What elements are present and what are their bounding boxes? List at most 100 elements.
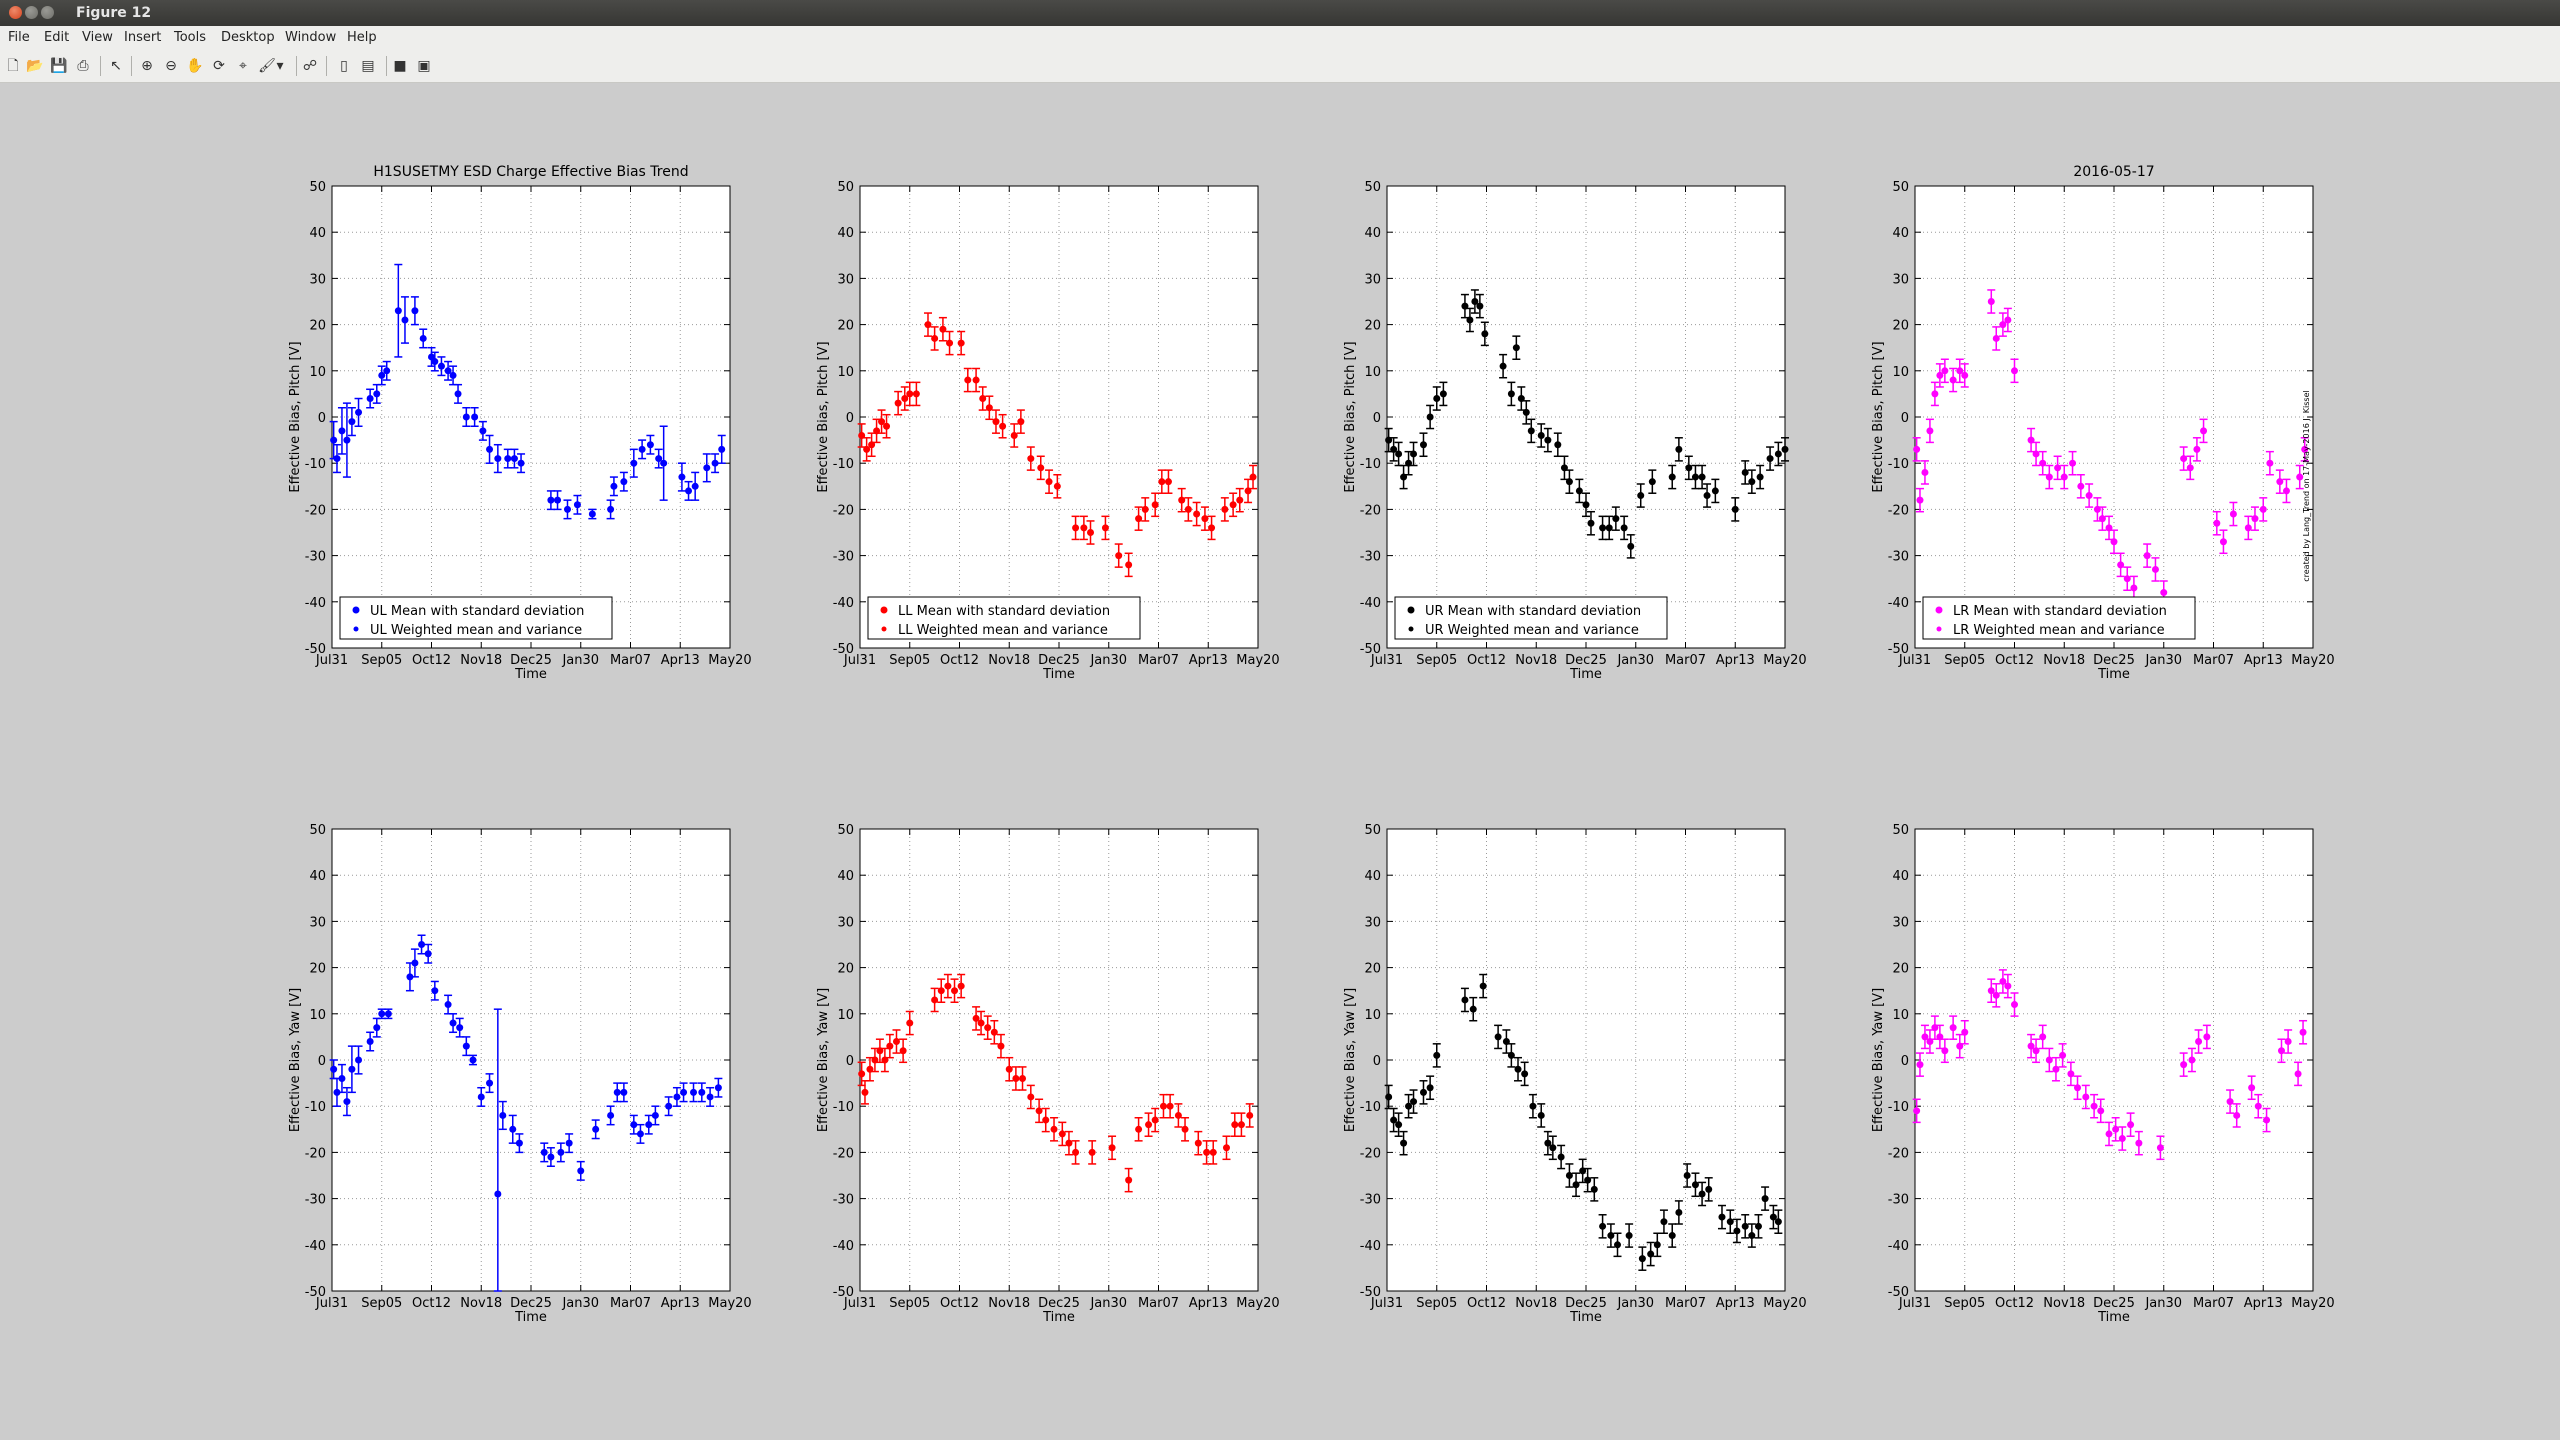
data-point — [479, 427, 487, 435]
zoom-in-icon[interactable]: ⊕ — [141, 58, 153, 74]
window-title: Figure 12 — [76, 5, 152, 21]
data-point — [2186, 464, 2194, 472]
colorbar-icon[interactable]: ▯ — [340, 58, 348, 74]
data-point — [2135, 1139, 2143, 1147]
data-point — [330, 1065, 338, 1073]
data-point — [990, 1028, 998, 1036]
data-point — [449, 1019, 457, 1027]
data-point — [1941, 1047, 1949, 1055]
data-point — [883, 422, 891, 430]
data-point — [1599, 1222, 1607, 1230]
data-point — [2188, 1056, 2196, 1064]
data-point — [1209, 1148, 1217, 1156]
brush-dropdown-icon[interactable]: ▾ — [276, 58, 284, 74]
x-tick-label: May20 — [708, 1296, 751, 1311]
maximize-window-button[interactable] — [41, 6, 54, 19]
data-point — [1718, 1213, 1726, 1221]
toolbar-separator — [131, 56, 132, 76]
data-point — [610, 482, 618, 490]
y-tick-label: 10 — [1364, 1008, 1381, 1023]
data-point — [858, 1070, 866, 1078]
hide-plot-tools-icon[interactable]: ■ — [393, 58, 407, 74]
menu-window[interactable]: Window — [285, 30, 337, 45]
y-tick-label: 50 — [837, 180, 854, 195]
menu-insert[interactable]: Insert — [124, 30, 162, 45]
x-tick-label: Oct12 — [1995, 653, 2034, 668]
pan-hand-icon[interactable]: ✋ — [186, 58, 204, 74]
data-point — [901, 395, 909, 403]
menu-view[interactable]: View — [82, 30, 113, 45]
data-point — [630, 1121, 638, 1129]
rotate-3d-icon[interactable]: ⟳ — [213, 58, 225, 74]
edit-plot-arrow-icon[interactable]: ↖ — [110, 58, 122, 74]
minimize-window-button[interactable] — [25, 6, 38, 19]
x-tick-label: Dec25 — [510, 1296, 552, 1311]
legend-entry: UR Weighted mean and variance — [1425, 623, 1639, 638]
link-plot-icon[interactable]: ☍ — [302, 58, 318, 74]
menu-desktop[interactable]: Desktop — [221, 30, 275, 45]
data-point — [718, 445, 726, 453]
x-axis-label: Time — [1042, 1310, 1075, 1325]
open-file-icon[interactable]: 📂 — [26, 58, 44, 74]
legend-entry: LL Mean with standard deviation — [898, 604, 1110, 619]
y-tick-label: -30 — [833, 1193, 854, 1208]
data-point — [2067, 1070, 2075, 1078]
show-plot-tools-icon[interactable]: ▣ — [417, 58, 431, 74]
save-icon[interactable]: 💾 — [50, 58, 68, 74]
data-point — [1575, 487, 1583, 495]
print-icon[interactable]: ⎙ — [77, 58, 89, 74]
data-point — [977, 1019, 985, 1027]
brush-icon[interactable]: 🖌 — [258, 58, 276, 74]
data-point — [1053, 482, 1061, 490]
y-tick-label: 0 — [1373, 1054, 1381, 1069]
menu-file[interactable]: File — [8, 30, 30, 45]
data-point — [678, 473, 686, 481]
x-tick-label: Dec25 — [1038, 1296, 1080, 1311]
data-point — [1916, 1061, 1924, 1069]
y-tick-label: 20 — [309, 319, 326, 334]
x-axis-label: Time — [1042, 667, 1075, 682]
data-point — [406, 973, 414, 981]
x-tick-label: Nov18 — [1515, 653, 1557, 668]
y-tick-label: -40 — [1360, 1239, 1381, 1254]
zoom-out-icon[interactable]: ⊖ — [165, 58, 177, 74]
data-point — [894, 399, 902, 407]
data-point — [939, 325, 947, 333]
data-point — [2077, 482, 2085, 490]
data-point — [1685, 464, 1693, 472]
axes-ur-yaw: Jul31 Sep05 Oct12 Nov18 Dec25 Jan30 Mar07 Apr13… — [1343, 823, 1807, 1325]
data-point — [636, 1130, 644, 1138]
data-point — [1941, 367, 1949, 375]
data-point — [510, 455, 518, 463]
data-point — [1222, 1144, 1230, 1152]
data-point — [1527, 427, 1535, 435]
y-tick-label: 30 — [1364, 272, 1381, 287]
data-cursor-icon[interactable]: ⌖ — [239, 58, 247, 74]
menu-help[interactable]: Help — [347, 30, 377, 45]
x-tick-label: Apr13 — [1716, 1296, 1755, 1311]
legend-entry: LR Mean with standard deviation — [1953, 604, 2167, 619]
data-point — [924, 321, 932, 329]
data-point — [1184, 505, 1192, 513]
data-point — [1203, 1148, 1211, 1156]
data-point — [1512, 344, 1520, 352]
data-point — [2294, 1070, 2302, 1078]
data-point — [1151, 1116, 1159, 1124]
y-axis-label: Effective Bias, Pitch [V] — [1343, 341, 1358, 492]
y-tick-label: -30 — [833, 550, 854, 565]
legend-icon[interactable]: ▤ — [361, 58, 375, 74]
menu-edit[interactable]: Edit — [44, 30, 70, 45]
close-window-button[interactable] — [9, 6, 22, 19]
x-tick-label: Apr13 — [1189, 1296, 1228, 1311]
y-tick-label: -40 — [1888, 596, 1909, 611]
data-point — [1481, 330, 1489, 338]
data-point — [2123, 575, 2131, 583]
x-tick-label: Nov18 — [1515, 1296, 1557, 1311]
data-point — [471, 413, 479, 421]
menu-tools[interactable]: Tools — [174, 30, 207, 45]
y-tick-label: -20 — [833, 503, 854, 518]
data-point — [462, 1042, 470, 1050]
new-figure-icon[interactable]: 🗋 — [7, 58, 19, 74]
data-point — [886, 1042, 894, 1050]
data-point — [557, 1148, 565, 1156]
